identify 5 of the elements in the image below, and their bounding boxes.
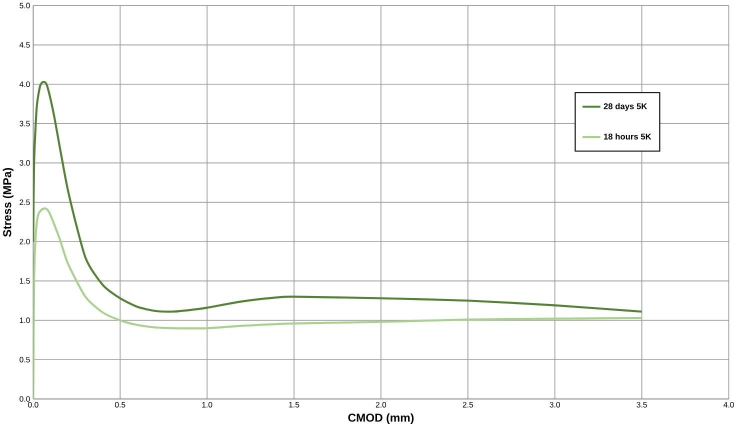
x-axis-title: CMOD (mm) <box>348 413 414 424</box>
y-axis-title: Stress (MPa) <box>2 168 14 237</box>
legend-label: 28 days 5K <box>604 103 648 111</box>
legend-label: 18 hours 5K <box>604 133 652 140</box>
line-series <box>33 208 643 400</box>
